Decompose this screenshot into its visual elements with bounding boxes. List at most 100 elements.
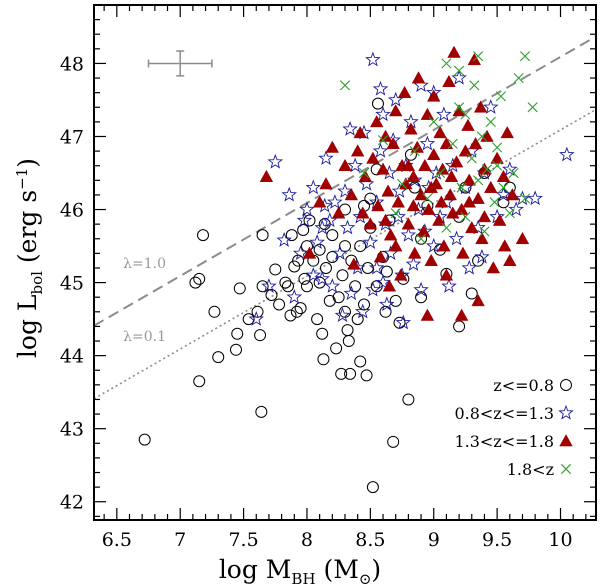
data-point xyxy=(426,147,441,161)
axis-ticks xyxy=(94,5,596,520)
data-point xyxy=(358,298,371,311)
data-point xyxy=(407,246,422,259)
data-point xyxy=(456,182,467,193)
data-point xyxy=(255,405,268,418)
data-point xyxy=(336,269,349,282)
data-point xyxy=(377,135,389,146)
data-point xyxy=(442,74,456,88)
legend-label: 1.3<z<=1.8 xyxy=(454,432,554,451)
data-point xyxy=(193,272,206,285)
data-point xyxy=(514,190,531,206)
data-point xyxy=(332,291,345,304)
data-point xyxy=(358,169,373,182)
data-point xyxy=(267,153,284,169)
legend-entry: z<=0.8 xyxy=(493,376,572,395)
data-point xyxy=(477,162,492,175)
data-point xyxy=(208,305,221,318)
reference-line-label-0: λ=1.0 xyxy=(123,256,166,272)
data-point xyxy=(467,52,482,66)
legend: z<=0.8 0.8<z<=1.3 1.3<z<=1.8 1.8<z xyxy=(454,376,574,479)
data-point xyxy=(435,162,450,175)
data-point xyxy=(375,106,391,122)
data-point xyxy=(441,278,457,293)
x-tick-label: 10 xyxy=(548,529,572,551)
data-point xyxy=(372,80,389,96)
data-point xyxy=(428,116,439,127)
data-point xyxy=(461,118,475,131)
data-point xyxy=(400,226,417,242)
data-point xyxy=(424,253,438,266)
data-point xyxy=(473,100,488,113)
data-point xyxy=(495,186,512,202)
x-tick-label: 8.5 xyxy=(355,529,385,551)
x-tick-label: 6.5 xyxy=(102,529,132,551)
reference-line-0 xyxy=(94,35,596,327)
data-point xyxy=(426,89,441,102)
data-point xyxy=(449,155,464,168)
data-point xyxy=(300,280,313,293)
data-point xyxy=(387,435,400,448)
legend-entry: 1.8<z xyxy=(507,460,572,479)
data-point xyxy=(197,229,210,242)
data-point xyxy=(332,245,348,260)
data-point xyxy=(473,175,484,186)
data-point xyxy=(446,206,460,219)
data-point xyxy=(314,270,330,286)
data-point xyxy=(415,291,428,304)
data-point xyxy=(343,285,360,301)
data-point xyxy=(324,278,341,293)
data-point xyxy=(354,355,367,368)
data-point xyxy=(448,230,465,246)
data-point xyxy=(354,303,371,319)
data-point xyxy=(469,80,480,91)
data-point xyxy=(411,71,426,84)
data-point xyxy=(378,129,393,142)
data-point xyxy=(391,195,405,208)
tick-labels: 6.5 7 7.5 8 8.5 9 9.5 10 42 43 44 45 46 47 48 xyxy=(60,53,573,551)
y-tick-label: 44 xyxy=(60,346,84,368)
data-point xyxy=(334,307,351,323)
data-point xyxy=(436,106,452,122)
data-point xyxy=(515,231,530,245)
data-point xyxy=(420,107,435,120)
data-point xyxy=(508,201,524,217)
data-point xyxy=(447,45,461,58)
data-point xyxy=(447,138,458,149)
data-point xyxy=(441,222,452,233)
data-point xyxy=(372,142,389,158)
data-point xyxy=(326,229,339,242)
data-point xyxy=(317,353,330,366)
data-point xyxy=(441,58,452,69)
data-point xyxy=(193,375,206,388)
data-point xyxy=(341,324,354,337)
data-point xyxy=(302,246,317,259)
data-point xyxy=(212,351,225,364)
data-point xyxy=(269,263,282,276)
x-axis-title: log MBH (M⊙) xyxy=(219,555,381,586)
data-point xyxy=(439,268,454,281)
data-point xyxy=(406,199,421,212)
data-point xyxy=(229,343,242,356)
data-point xyxy=(474,248,490,264)
data-point xyxy=(294,302,307,315)
data-point xyxy=(344,367,357,380)
data-point xyxy=(454,65,465,76)
data-point xyxy=(500,125,515,139)
data-point xyxy=(409,146,420,157)
data-point xyxy=(361,261,374,274)
data-point xyxy=(484,180,498,193)
data-point xyxy=(378,213,393,226)
data-point xyxy=(292,245,309,260)
data-point xyxy=(527,102,538,113)
data-point xyxy=(273,298,286,311)
data-point xyxy=(279,276,292,289)
legend-marker xyxy=(559,434,573,447)
data-point xyxy=(347,157,363,173)
data-point xyxy=(284,309,297,322)
data-point xyxy=(439,136,454,150)
data-point xyxy=(466,153,477,164)
data-point xyxy=(358,167,370,179)
x-tick-label: 7 xyxy=(174,529,186,551)
data-point xyxy=(380,265,393,278)
data-point xyxy=(379,296,395,312)
